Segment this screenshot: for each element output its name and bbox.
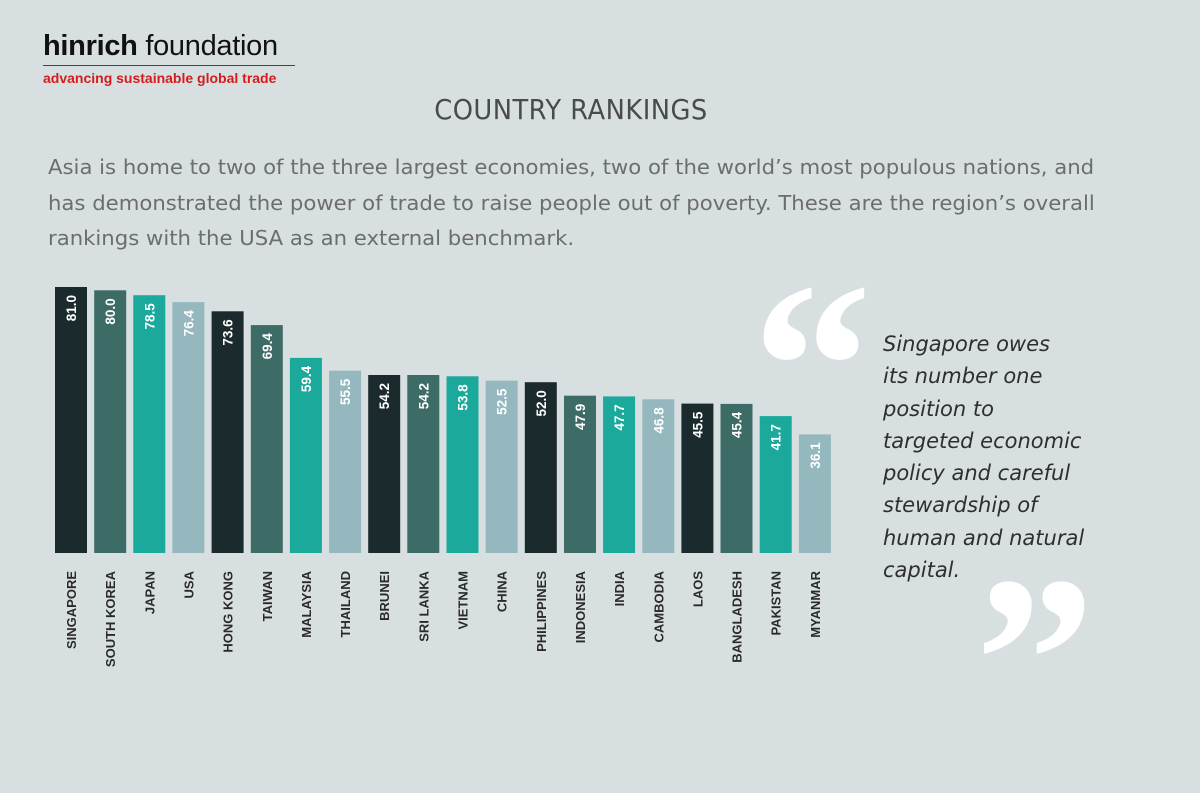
value-label: 53.8: [456, 384, 471, 411]
value-label: 81.0: [64, 295, 79, 321]
value-label: 54.2: [377, 383, 392, 409]
bar-laos: [681, 403, 714, 553]
bar-indonesia: [564, 395, 596, 553]
logo-wordmark: hinrich foundation: [43, 30, 298, 62]
bar-hong-kong: [211, 311, 244, 553]
value-label: 46.8: [651, 407, 666, 434]
bar-india: [603, 396, 636, 553]
category-label: VIETNAM: [456, 571, 471, 630]
category-label: SINGAPORE: [64, 571, 79, 649]
value-label: 73.6: [221, 319, 236, 346]
category-label: SOUTH KOREA: [103, 570, 118, 667]
category-label: TAIWAN: [260, 571, 275, 621]
value-label: 52.5: [495, 388, 510, 415]
open-quote-mark: “: [752, 233, 872, 499]
logo-name-light: foundation: [137, 30, 278, 62]
value-label: 80.0: [103, 298, 118, 324]
value-label: 47.7: [612, 404, 627, 430]
hinrich-foundation-logo: hinrich foundation advancing sustainable…: [43, 30, 298, 86]
bar-pakistan: [759, 416, 792, 553]
value-label: 69.4: [260, 333, 275, 360]
category-label: BRUNEI: [377, 571, 392, 621]
bar-philippines: [524, 382, 557, 553]
page-title: COUNTRY RANKINGS: [434, 93, 708, 126]
category-label: CHINA: [495, 570, 510, 612]
category-label: THAILAND: [338, 571, 353, 637]
category-label: MYANMAR: [808, 570, 823, 637]
close-quote-mark: ”: [975, 527, 1095, 793]
bar-myanmar: [798, 434, 831, 553]
bar-thailand: [329, 370, 362, 553]
category-label: HONG KONG: [221, 571, 236, 653]
category-label: LAOS: [690, 571, 705, 607]
value-label: 55.5: [338, 378, 353, 405]
bar-vietnam: [446, 376, 479, 553]
value-label: 59.4: [299, 365, 314, 392]
bar-usa: [172, 302, 205, 553]
category-label: PAKISTAN: [769, 571, 784, 636]
bar-singapore: [55, 287, 87, 553]
value-label: 52.0: [534, 390, 549, 416]
bar-south-korea: [94, 290, 127, 553]
quote-text: Singapore owes its number one position t…: [883, 332, 1085, 583]
bar-taiwan: [250, 325, 283, 553]
category-label: SRI LANKA: [416, 570, 431, 641]
value-label: 76.4: [181, 310, 196, 337]
bar-china: [485, 380, 518, 553]
bar-bangladesh: [720, 403, 753, 553]
bar-malaysia: [289, 357, 322, 553]
value-label: 45.5: [690, 411, 705, 438]
category-label: BANGLADESH: [730, 571, 745, 663]
logo-name-bold: hinrich: [43, 30, 138, 62]
value-label: 47.9: [573, 404, 588, 430]
logo-divider: [43, 65, 295, 66]
category-label: PHILIPPINES: [534, 571, 549, 652]
value-label: 45.4: [730, 411, 745, 438]
value-label: 41.7: [769, 424, 784, 450]
intro-paragraph: Asia is home to two of the three largest…: [48, 155, 1095, 250]
bar-cambodia: [642, 399, 675, 553]
category-label: INDONESIA: [573, 570, 588, 643]
value-label: 36.1: [808, 442, 823, 469]
bar-sri-lanka: [407, 375, 440, 553]
category-label: USA: [181, 570, 196, 598]
bar-japan: [133, 295, 166, 553]
country-rankings-chart: 81.0 SINGAPORE 80.0 SOUTH KOREA 78.5 JAPAN 76.…: [55, 287, 831, 667]
category-label: CAMBODIA: [651, 570, 666, 642]
value-label: 54.2: [416, 383, 431, 409]
logo-tagline: advancing sustainable global trade: [43, 70, 277, 86]
category-label: MALAYSIA: [299, 570, 314, 637]
category-label: JAPAN: [142, 571, 157, 614]
value-label: 78.5: [142, 303, 157, 330]
bar-brunei: [368, 375, 401, 553]
category-label: INDIA: [612, 570, 627, 606]
